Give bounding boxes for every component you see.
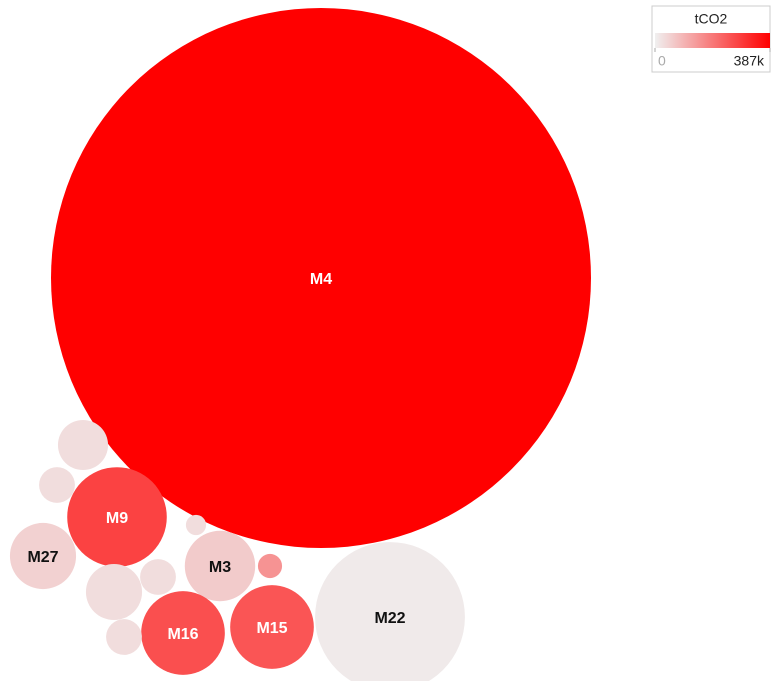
color-legend: tCO2 0 387k — [651, 5, 771, 73]
bubble — [184, 530, 256, 602]
bubble — [315, 542, 465, 681]
bubble-label: M22 — [374, 610, 405, 627]
bubble — [57, 419, 109, 471]
bubble-label: M15 — [256, 620, 287, 637]
legend-tick-label: 0 — [658, 53, 666, 69]
bubble — [141, 591, 225, 675]
bubble — [51, 8, 591, 548]
colorbar — [655, 33, 770, 48]
bubble — [185, 514, 207, 536]
bubble — [85, 563, 143, 621]
bubble-label: M27 — [27, 549, 58, 566]
bubble — [39, 467, 75, 503]
bubble — [106, 619, 142, 655]
bubble-label: M4 — [310, 271, 332, 288]
bubble — [257, 553, 283, 579]
bubble — [67, 467, 167, 567]
bubble — [140, 559, 176, 595]
bubble — [9, 522, 77, 590]
legend-title: tCO2 — [695, 11, 728, 27]
bubbles: M4 M22 M9 M27 M3 M16 M15 — [9, 8, 591, 681]
bubble-label: M16 — [167, 626, 198, 643]
bubble-label: M3 — [209, 559, 231, 576]
bubble — [230, 585, 314, 669]
bubble-label: M9 — [106, 510, 128, 527]
legend-tick-label: 387k — [734, 53, 765, 69]
